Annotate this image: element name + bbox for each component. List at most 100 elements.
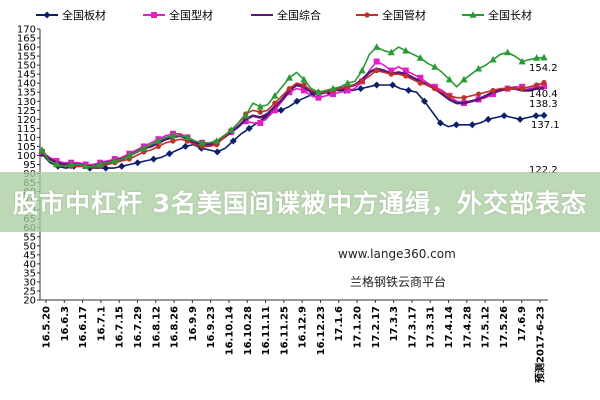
x-tick-label: 17.5.26 xyxy=(499,306,510,348)
data-point xyxy=(359,78,365,84)
data-point xyxy=(150,155,158,163)
y-tick-label: 100 xyxy=(17,151,36,162)
y-tick-label: 120 xyxy=(17,115,36,126)
data-point xyxy=(432,86,438,92)
watermark-platform: 兰格钢铁云商平台 xyxy=(350,274,446,289)
x-tick-label: 16.9.9 xyxy=(188,306,199,341)
data-point xyxy=(242,118,249,125)
x-tick-label: 17.4.14 xyxy=(444,306,455,348)
data-point xyxy=(490,87,496,94)
data-point xyxy=(82,162,90,170)
banner-text: 股市中杠杆 3名美国间谍被中方通缉，外交部表态 xyxy=(12,189,588,218)
data-point xyxy=(181,142,189,150)
data-point xyxy=(475,91,482,97)
legend-label: 全国管材 xyxy=(382,8,426,22)
x-tick-label: 16.7.1 xyxy=(96,306,107,341)
data-point xyxy=(373,81,381,89)
y-tick-label: 35 xyxy=(23,268,36,279)
data-point xyxy=(504,48,512,56)
y-tick-label: 20 xyxy=(23,296,36,307)
data-point xyxy=(373,43,381,50)
x-tick-label: 17.1.6 xyxy=(334,306,345,341)
data-point xyxy=(474,64,483,72)
data-point xyxy=(516,115,524,123)
x-tick-label: 17.6.9 xyxy=(517,306,528,341)
y-tick-label: 160 xyxy=(17,43,36,54)
series-line xyxy=(41,67,545,168)
data-point xyxy=(431,63,439,70)
data-point xyxy=(534,82,540,88)
data-point xyxy=(344,87,351,94)
data-label: 137.1 xyxy=(531,120,560,131)
legend-marker xyxy=(364,12,370,18)
data-point xyxy=(541,83,547,90)
x-tick-label: 16.12.9 xyxy=(298,306,309,348)
data-point xyxy=(67,160,75,168)
data-point xyxy=(213,148,221,156)
data-point xyxy=(533,54,541,61)
x-tick-label: 16.7.29 xyxy=(133,306,144,348)
data-point xyxy=(373,58,380,65)
data-point xyxy=(271,107,278,114)
y-tick-label: 165 xyxy=(17,34,36,45)
data-point xyxy=(257,119,264,126)
x-tick-label: 17.1.20 xyxy=(353,306,364,348)
x-tick-label: 17.4.28 xyxy=(462,306,473,348)
data-point xyxy=(300,75,308,83)
data-point xyxy=(300,87,307,94)
data-point xyxy=(329,84,337,92)
y-tick-label: 115 xyxy=(17,124,36,135)
data-point xyxy=(125,151,133,159)
x-tick-label: 16.11.11 xyxy=(261,306,272,355)
y-tick-label: 95 xyxy=(23,160,36,171)
data-point xyxy=(170,138,176,144)
data-point xyxy=(118,162,126,170)
data-point xyxy=(155,143,162,150)
y-tick-label: 150 xyxy=(17,61,36,72)
data-point xyxy=(111,157,119,164)
data-point xyxy=(436,119,444,127)
x-tick-label: 16.7.15 xyxy=(115,306,126,348)
legend-marker xyxy=(469,11,477,18)
legend-marker xyxy=(43,11,51,19)
x-tick-label: 预测2017-6-23 xyxy=(534,306,547,383)
y-tick-label: 25 xyxy=(23,286,36,297)
news-banner[interactable]: 股市中杠杆 3名美国间谍被中方通缉，外交部表态 xyxy=(0,172,600,232)
data-point xyxy=(452,121,460,129)
x-tick-label: 16.6.3 xyxy=(60,306,71,341)
data-label: 122.2 xyxy=(529,165,558,176)
data-point xyxy=(540,53,548,61)
data-point xyxy=(301,82,307,88)
data-point xyxy=(38,146,46,153)
series-line xyxy=(41,69,545,169)
data-point xyxy=(242,111,250,119)
data-point xyxy=(154,137,163,144)
data-point xyxy=(96,160,104,168)
data-point xyxy=(330,91,337,98)
x-tick-label: 16.10.28 xyxy=(243,306,254,355)
data-point xyxy=(403,73,409,79)
legend-label: 全国板材 xyxy=(62,8,106,22)
y-tick-label: 105 xyxy=(17,142,36,153)
data-point xyxy=(540,111,548,119)
data-point xyxy=(468,121,476,129)
x-tick-label: 16.10.14 xyxy=(224,306,235,355)
x-tick-label: 17.5.12 xyxy=(481,306,492,348)
x-tick-label: 17.2.17 xyxy=(371,306,382,348)
data-point xyxy=(402,67,409,74)
data-point xyxy=(446,93,453,99)
x-tick-label: 17.3.3 xyxy=(389,306,400,341)
y-tick-label: 125 xyxy=(17,106,36,117)
series-line xyxy=(41,46,545,168)
data-point xyxy=(417,74,424,81)
data-point xyxy=(277,106,285,114)
y-tick-label: 30 xyxy=(23,277,36,288)
data-point xyxy=(518,57,526,65)
legend-label: 全国综合 xyxy=(277,8,321,22)
y-axis: 2025303540455055606570758085909510010511… xyxy=(17,25,41,307)
data-point xyxy=(245,124,253,132)
data-point xyxy=(165,150,173,158)
data-point xyxy=(102,164,110,172)
data-point xyxy=(490,91,497,98)
data-point xyxy=(357,85,365,93)
